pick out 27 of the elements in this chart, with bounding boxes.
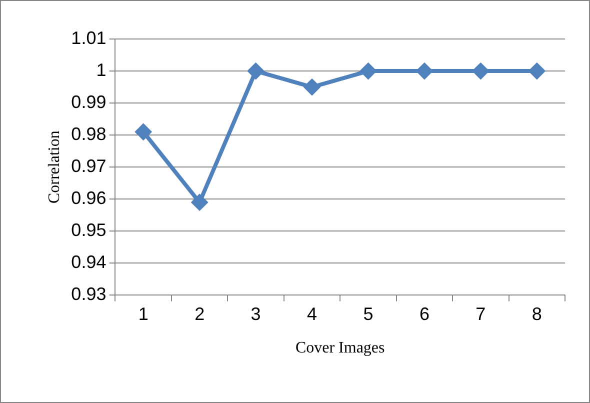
- x-tick-label: 1: [138, 304, 148, 324]
- x-tick-label: 6: [419, 304, 430, 324]
- x-tick-label: 4: [307, 304, 318, 324]
- y-tick-label: 1.01: [71, 28, 106, 48]
- point: [528, 62, 546, 80]
- point: [134, 123, 152, 140]
- y-tick-label: 0.94: [71, 252, 106, 272]
- point: [247, 62, 264, 80]
- y-tick-label: 0.96: [71, 188, 106, 208]
- y-tick-label: 0.99: [71, 92, 106, 112]
- point: [472, 62, 490, 80]
- point: [360, 62, 377, 80]
- x-tick-label: 8: [532, 304, 542, 324]
- point: [304, 78, 321, 96]
- y-tick-label: 0.93: [71, 284, 106, 304]
- y-tick-label: 0.95: [71, 220, 106, 240]
- y-tick-label: 1: [96, 60, 106, 80]
- point: [191, 194, 208, 211]
- point: [416, 62, 433, 80]
- y-axis-title: Correlation: [46, 130, 63, 204]
- x-axis-title: Cover Images: [295, 340, 385, 357]
- y-tick-label: 0.98: [71, 124, 106, 144]
- x-tick-label: 5: [363, 304, 374, 324]
- x-tick-label: 3: [250, 304, 261, 324]
- x-tick-label: 2: [194, 304, 205, 324]
- x-tick-label: 7: [476, 304, 486, 324]
- y-tick-label: 0.97: [71, 156, 106, 176]
